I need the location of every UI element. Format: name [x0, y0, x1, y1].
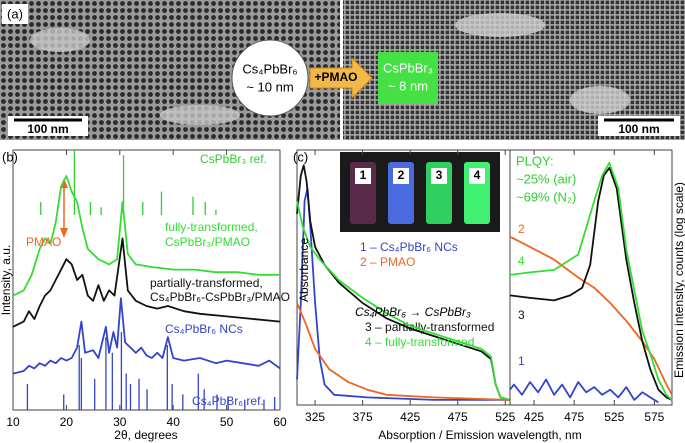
inset-label: 1 [360, 168, 367, 182]
series-label: Cs₄PbBr₆ ref. [192, 394, 264, 408]
particle-size: ~ 8 nm [388, 78, 428, 93]
x-tick-label: 20 [60, 415, 74, 429]
panel-label: (b) [2, 149, 18, 164]
y-axis-label: Absorbance [297, 238, 311, 302]
series-label: 2 – PMAO [360, 255, 415, 269]
series-label: 3 [518, 308, 525, 322]
y-axis-label: Intensity, a.u. [0, 245, 13, 315]
annotation: PMAO [26, 235, 61, 249]
particle-label: CsPbBr₃ [383, 60, 433, 75]
curve [296, 187, 510, 401]
series-label: 3 – partially-transformed [365, 320, 494, 334]
arrow-label: +PMAO [314, 70, 357, 84]
series-label: Cs₄PbBr₆ NCs [165, 322, 243, 336]
curve [296, 302, 511, 401]
curve [509, 378, 659, 404]
x-tick-label: 475 [564, 410, 584, 424]
x-axis-label: 2θ, degrees [114, 428, 177, 442]
arrow [309, 56, 373, 100]
inset-label: 4 [474, 168, 481, 182]
arrow-head [60, 228, 68, 238]
x-tick-label: 525 [495, 410, 515, 424]
scale-bar-label: 100 nm [618, 122, 659, 136]
inset-tag [431, 168, 447, 184]
x-axis-label: Absorption / Emission wavelength, nm [378, 428, 581, 442]
scale-bar-label: 100 nm [27, 122, 68, 136]
x-tick-label: 40 [167, 415, 181, 429]
curve [12, 237, 281, 328]
series-label: 1 [518, 354, 525, 368]
x-tick-label: 60 [273, 415, 287, 429]
inset-label: 3 [436, 168, 443, 182]
curve [12, 175, 280, 297]
series-label: 1 – Cs₄PbBr₆ NCs [360, 240, 458, 254]
series-label: 4 – fully-transformed [365, 335, 474, 349]
x-tick-label: 325 [305, 410, 325, 424]
x-tick-label: 50 [220, 415, 234, 429]
series-label: CsPbBr₃/PMAO [165, 235, 250, 249]
x-tick-label: 475 [448, 410, 468, 424]
curve [12, 297, 281, 375]
inset-label: 2 [398, 168, 405, 182]
series-label: CsPbBr₃ ref. [200, 152, 267, 166]
plqy-label: PLQY: [516, 153, 554, 168]
legend-heading: Cs₄PbBr₆ → CsPbBr₃ [355, 305, 471, 319]
curve [296, 200, 511, 401]
x-tick-label: 425 [400, 410, 420, 424]
tem-void [160, 105, 240, 125]
plqy-label: ~69% (N₂) [516, 189, 576, 204]
series-label: 2 [518, 222, 525, 236]
inset-tag [393, 168, 409, 184]
plqy-label: ~25% (air) [516, 171, 576, 186]
series-label: fully-transformed, [165, 220, 258, 234]
particle-square [378, 52, 438, 104]
series-label: partially-transformed, [150, 276, 263, 290]
label-box [2, 4, 28, 24]
particle-label: Cs₄PbBr₆ [242, 61, 297, 76]
x-tick-label: 10 [6, 415, 20, 429]
tem-void [570, 86, 630, 114]
particle-circle [231, 39, 309, 117]
series-label: 4 [518, 254, 525, 268]
y-axis-label: Emission intensity, counts (log scale) [672, 182, 685, 378]
curve [509, 166, 673, 401]
inset-tag [469, 168, 485, 184]
panel-label: (a) [7, 6, 23, 21]
panel-label: (c) [293, 149, 308, 164]
series-label: Cs₄PbBr₆-CsPbBr₃/PMAO [150, 290, 290, 304]
x-tick-label: 425 [524, 410, 544, 424]
plot-frame [509, 149, 673, 406]
x-tick-label: 575 [644, 410, 664, 424]
x-tick-label: 525 [604, 410, 624, 424]
tem-void [30, 28, 90, 52]
curve [509, 235, 673, 396]
particle-size: ~ 10 nm [246, 79, 293, 94]
tem-void [455, 13, 545, 37]
x-tick-label: 375 [353, 410, 373, 424]
curve [509, 161, 673, 401]
x-tick-label: 30 [113, 415, 127, 429]
inset-tag [355, 168, 371, 184]
